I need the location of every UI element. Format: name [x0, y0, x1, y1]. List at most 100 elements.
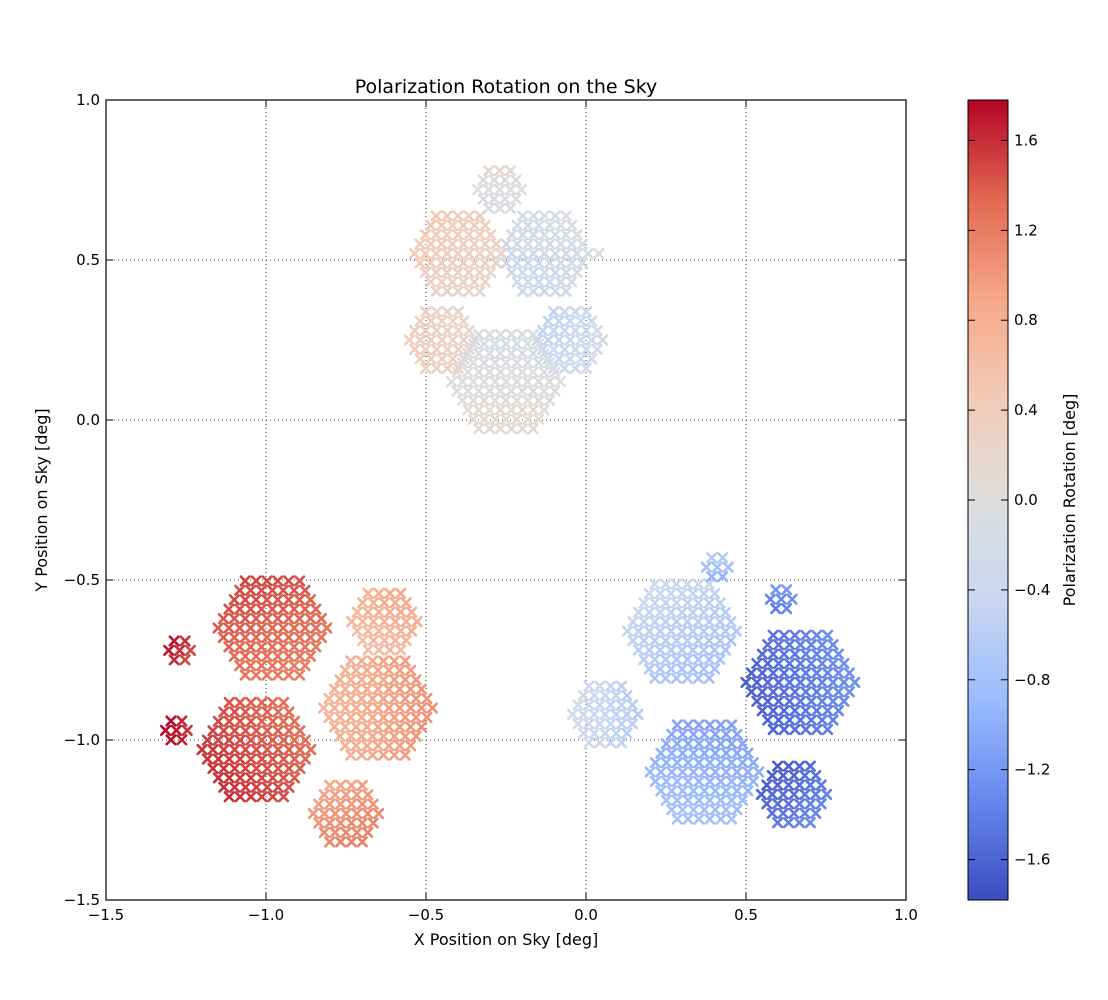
detector-pixel [527, 229, 540, 241]
detector-pixel [201, 734, 214, 746]
detector-pixel [543, 394, 556, 407]
detector-pixel [250, 650, 262, 662]
detector-pixel [255, 603, 268, 615]
detector-pixel [406, 625, 418, 637]
detector-pixel [698, 747, 710, 759]
detector-pixel [288, 753, 301, 765]
detector-pixel [725, 635, 737, 647]
detector-pixel [681, 578, 694, 590]
detector-pixel [569, 324, 582, 337]
detector-pixel [500, 338, 512, 350]
detector-pixel [278, 772, 290, 784]
detector-pixel [505, 366, 518, 378]
detector-pixel [409, 324, 421, 337]
detector-pixel [583, 718, 595, 730]
detector-pixel [805, 695, 817, 707]
detector-pixel [288, 584, 300, 596]
detector-pixel [666, 766, 678, 778]
detector-pixel [594, 737, 606, 749]
detector-pixel [517, 285, 529, 297]
detector-pixel [677, 728, 689, 740]
detector-pixel [351, 606, 363, 618]
detector-pixel [753, 766, 765, 778]
detector-pixel [361, 664, 373, 676]
detector-pixel [328, 721, 341, 733]
detector-pixel [571, 248, 583, 260]
detector-pixel [239, 706, 252, 718]
detector-pixel [324, 817, 336, 829]
detector-pixel [719, 644, 732, 656]
detector-pixel [334, 730, 346, 742]
detector-pixel [494, 184, 506, 196]
detector-pixel [272, 706, 284, 718]
detector-pixel [421, 711, 433, 724]
detector-pixel [709, 804, 721, 816]
detector-pixel [698, 644, 710, 656]
detector-pixel [313, 817, 325, 829]
detector-pixel [772, 779, 784, 791]
detector-pixel [420, 324, 432, 337]
detector-pixel [843, 686, 855, 698]
detector-pixel [473, 404, 485, 416]
detector-pixel [583, 699, 595, 711]
detector-pixel [767, 629, 779, 641]
detector-pixel [366, 674, 379, 686]
detector-pixel [511, 357, 523, 369]
detector-pixel [687, 644, 699, 656]
detector-pixel [666, 728, 678, 740]
detector-pixel [277, 641, 289, 653]
detector-pixel [446, 238, 459, 250]
detector-pixel [773, 695, 785, 707]
detector-pixel [682, 794, 694, 806]
detector-pixel [261, 706, 273, 718]
detector-pixel [223, 734, 235, 746]
detector-pixel [816, 639, 828, 651]
detector-pixel [615, 680, 628, 692]
detector-pixel [714, 616, 726, 628]
detector-pixel [474, 229, 486, 241]
detector-pixel [703, 635, 715, 647]
detector-pixel [849, 676, 861, 688]
detector-pixel [383, 664, 395, 676]
detector-pixel [704, 813, 716, 825]
detector-pixel [184, 644, 197, 656]
detector-pixel [350, 683, 362, 695]
detector-pixel [698, 728, 710, 740]
detector-pixel [372, 683, 384, 695]
detector-pixel [548, 324, 560, 337]
detector-pixel [436, 238, 448, 250]
detector-pixel [783, 676, 796, 688]
detector-pixel [261, 650, 273, 662]
detector-pixel [706, 552, 718, 564]
detector-pixel [468, 219, 480, 231]
detector-pixel [566, 219, 578, 231]
detector-pixel [218, 706, 230, 718]
detector-pixel [394, 702, 406, 714]
plot-frame [105, 99, 907, 901]
detector-pixel [703, 616, 715, 628]
detector-pixel [272, 744, 284, 756]
detector-pixel [250, 781, 262, 793]
detector-pixel [591, 343, 603, 356]
detector-pixel [799, 807, 811, 819]
detector-pixel [377, 730, 390, 742]
detector-pixel [720, 804, 732, 816]
detector-pixel [832, 686, 845, 698]
detector-pixel [794, 657, 806, 670]
detector-pixel [643, 663, 655, 675]
detector-pixel [483, 165, 495, 177]
detector-pixel [328, 702, 341, 714]
detector-pixel [742, 747, 754, 759]
detector-pixel [256, 715, 268, 727]
detector-pixel [511, 338, 523, 350]
detector-pixel [201, 753, 214, 765]
detector-pixel [670, 597, 683, 609]
detector-pixel [572, 699, 584, 711]
detector-pixel [234, 715, 246, 727]
detector-pixel [527, 366, 539, 378]
detector-pixel [494, 347, 507, 359]
detector-pixel [644, 766, 656, 778]
detector-pixel [356, 798, 368, 810]
detector-pixel [250, 575, 262, 587]
detector-pixel [362, 808, 374, 820]
